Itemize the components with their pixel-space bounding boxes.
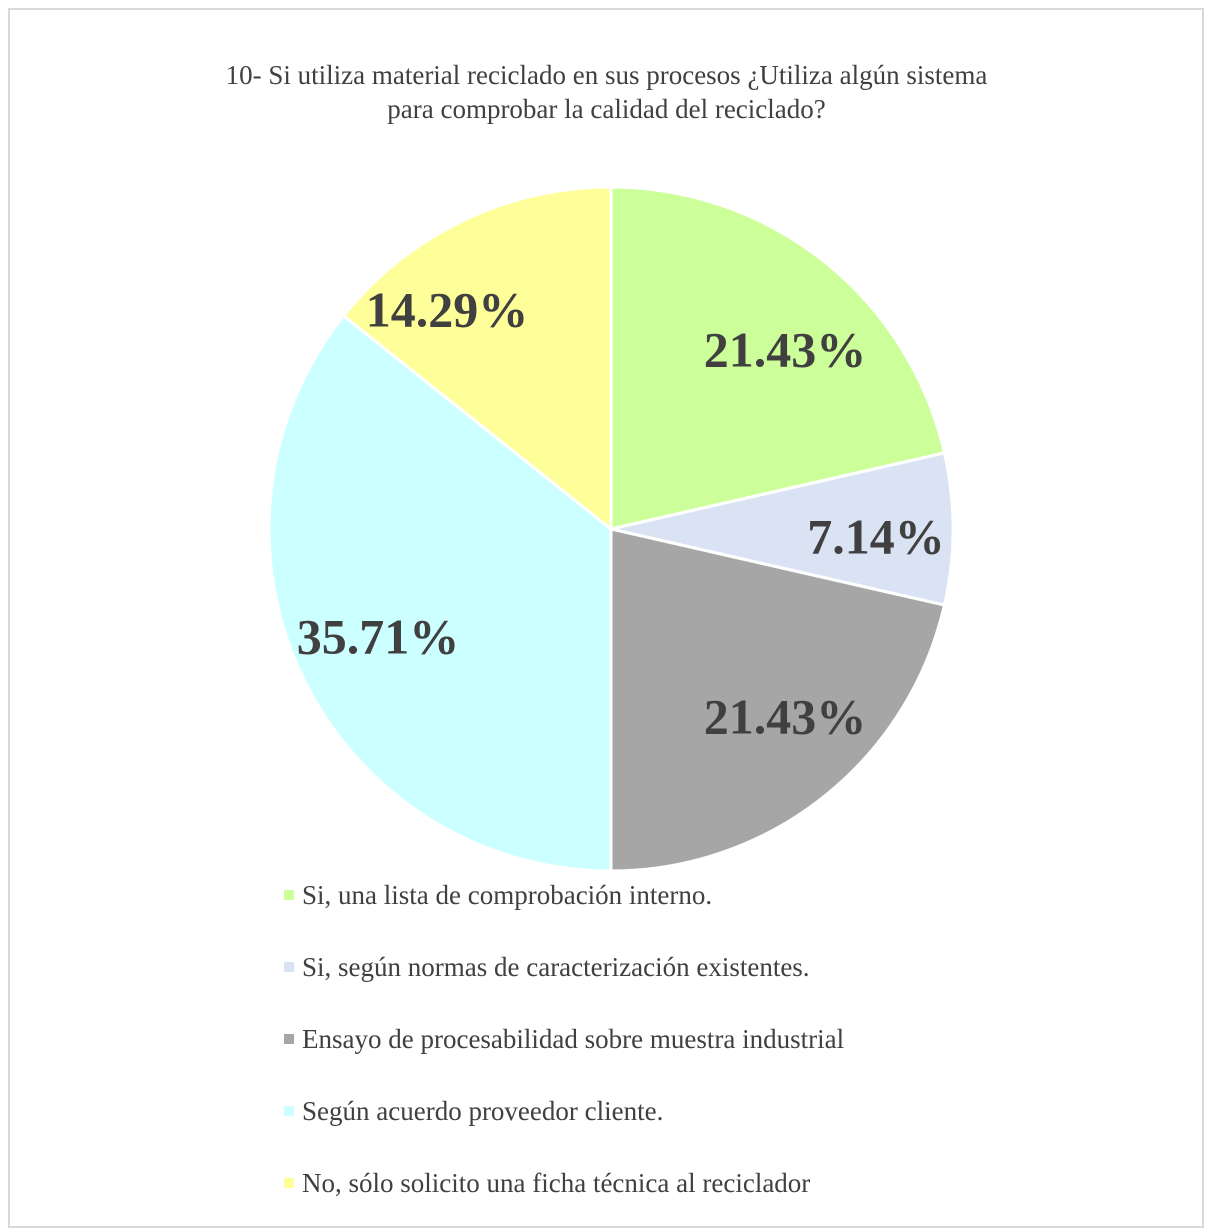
legend-item-1: Si, una lista de comprobación interno. [284,872,844,944]
chart-title: 10- Si utiliza material reciclado en sus… [0,58,1213,126]
legend-label-5: No, sólo solicito una ficha técnica al r… [302,1168,811,1198]
legend-item-3: Ensayo de procesabilidad sobre muestra i… [284,1016,844,1088]
chart-title-line-1: 10- Si utiliza material reciclado en sus… [225,60,988,90]
legend-label-3: Ensayo de procesabilidad sobre muestra i… [302,1024,845,1054]
chart-title-line-2: para comprobar la calidad del reciclado? [387,94,826,124]
legend-swatch-2 [284,961,294,972]
legend-item-4: Según acuerdo proveedor cliente. [284,1088,844,1160]
legend-label-4: Según acuerdo proveedor cliente. [302,1096,664,1126]
pie-slice-4 [267,313,613,873]
data-label-2: 7.14% [807,508,945,564]
chart-legend: Si, una lista de comprobación interno. Si… [284,872,844,1232]
legend-label-1: Si, una lista de comprobación interno. [302,880,713,910]
pie-slice-5 [341,185,613,533]
legend-item-2: Si, según normas de caracterización exis… [284,944,844,1016]
pie-slice-3 [609,527,947,873]
legend-swatch-1 [284,889,294,900]
pie-slice-1 [609,185,947,531]
data-label-1: 21.43% [704,321,867,377]
legend-swatch-5 [284,1177,294,1188]
legend-swatch-3 [284,1033,294,1044]
legend-label-2: Si, según normas de caracterización exis… [302,952,810,982]
legend-item-5: No, sólo solicito una ficha técnica al r… [284,1160,844,1232]
pie-slice-2 [610,451,955,607]
legend-swatch-4 [284,1105,294,1116]
data-label-4: 35.71% [297,608,460,664]
data-label-3: 21.43% [704,688,867,744]
data-label-5: 14.29% [366,281,529,337]
